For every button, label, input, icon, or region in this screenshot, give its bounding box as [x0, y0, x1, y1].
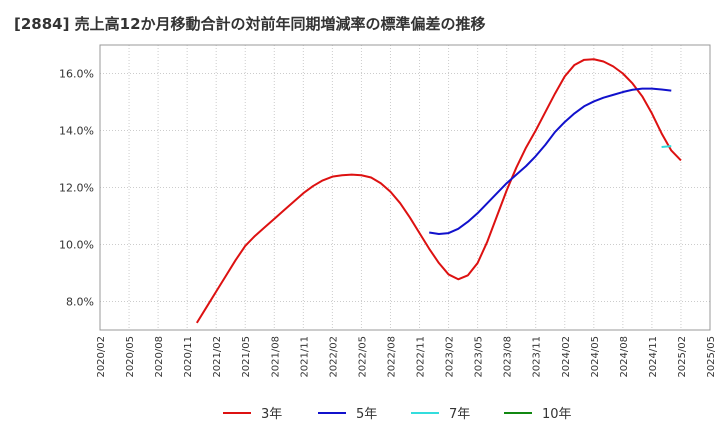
- x-tick-label: 2025/05: [706, 336, 717, 378]
- x-tick-label: 2022/05: [357, 336, 368, 378]
- x-tick-label: 2022/08: [386, 336, 397, 378]
- plot-area: [100, 45, 710, 330]
- series-line: [195, 58, 682, 324]
- x-tick-label: 2022/02: [328, 336, 339, 378]
- x-tick-label: 2023/02: [445, 336, 456, 378]
- y-tick-label: 10.0%: [59, 239, 94, 252]
- series-line: [429, 87, 672, 235]
- y-tick-label: 12.0%: [59, 182, 94, 195]
- y-tick-label: 16.0%: [59, 68, 94, 81]
- x-tick-label: 2020/11: [183, 336, 194, 378]
- x-tick-label: 2020/08: [154, 336, 165, 378]
- x-tick-label: 2025/02: [677, 336, 688, 378]
- x-tick-label: 2021/05: [241, 336, 252, 378]
- x-tick-label: 2022/11: [416, 336, 427, 378]
- x-tick-label: 2023/11: [532, 336, 543, 378]
- x-tick-label: 2023/05: [474, 336, 485, 378]
- x-tick-label: 2024/08: [619, 336, 630, 378]
- plot-border: [99, 44, 711, 331]
- x-tick-label: 2024/05: [590, 336, 601, 378]
- x-tick-label: 2021/11: [299, 336, 310, 378]
- x-tick-label: 2023/08: [503, 336, 514, 378]
- y-tick-label: 8.0%: [66, 296, 94, 309]
- legend-label: 10年: [542, 407, 572, 422]
- legend-label: 7年: [449, 407, 470, 422]
- chart-title: [2884] 売上高12か月移動合計の対前年同期増減率の標準偏差の推移: [14, 15, 486, 33]
- x-tick-label: 2024/11: [648, 336, 659, 378]
- legend-label: 3年: [261, 407, 282, 422]
- x-tick-label: 2020/02: [96, 336, 107, 378]
- legend-label: 5年: [356, 407, 377, 422]
- series-line: [661, 145, 672, 149]
- x-tick-label: 2021/02: [212, 336, 223, 378]
- y-tick-label: 14.0%: [59, 125, 94, 138]
- x-tick-label: 2024/02: [561, 336, 572, 378]
- x-tick-label: 2021/08: [270, 336, 281, 378]
- x-tick-label: 2020/05: [125, 336, 136, 378]
